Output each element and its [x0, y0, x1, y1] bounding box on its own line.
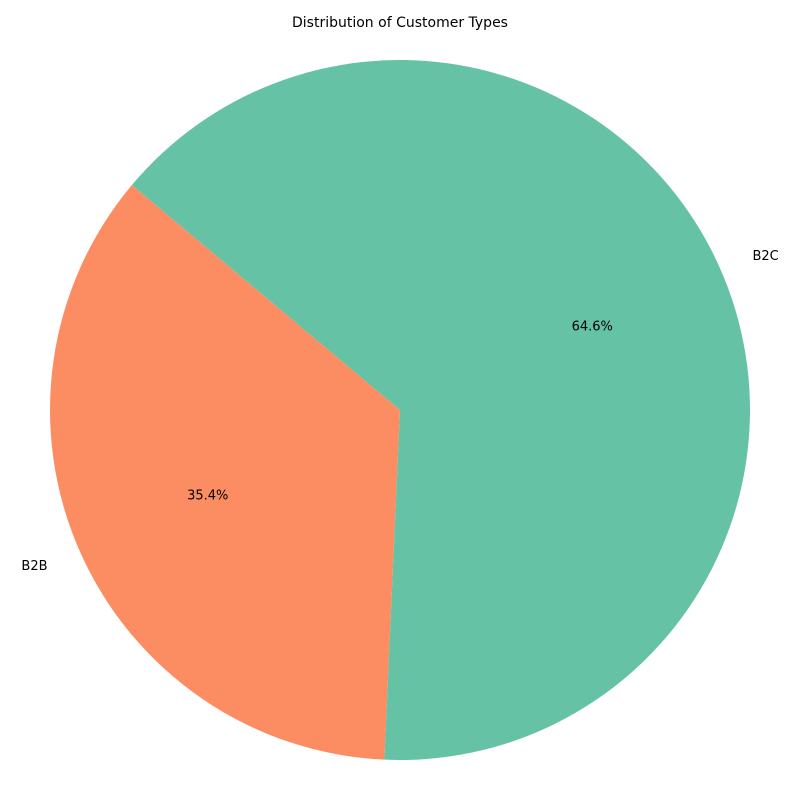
chart-title: Distribution of Customer Types: [292, 15, 508, 31]
slice-percent-b2c: 64.6%: [572, 320, 613, 335]
pie-slice-b2b: [50, 185, 401, 760]
slice-percent-b2b: 35.4%: [187, 488, 228, 503]
pie-slice-b2c: [131, 59, 751, 760]
pie-labels: B2B 35.4% B2C 64.6%: [21, 249, 778, 574]
pie-slices: [50, 59, 751, 760]
slice-label-b2b: B2B: [21, 559, 47, 574]
slice-label-b2c: B2C: [752, 249, 778, 264]
